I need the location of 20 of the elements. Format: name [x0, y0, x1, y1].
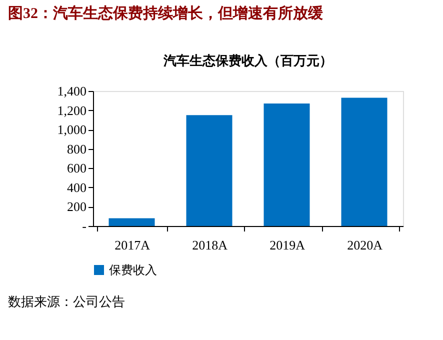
y-tick-label: -	[82, 218, 86, 234]
bar	[108, 218, 155, 226]
chart-title: 图32：汽车生态保费持续增长，但增速有所放缓	[8, 4, 324, 22]
bar	[341, 98, 388, 226]
x-tick-label: 2020A	[347, 238, 384, 252]
bar	[186, 115, 232, 226]
legend-label: 保费收入	[109, 263, 157, 277]
x-tick-label: 2018A	[192, 238, 228, 252]
x-tick-label: 2019A	[270, 238, 306, 252]
y-tick-label: 200	[67, 199, 86, 214]
y-tick-label: 1,000	[57, 122, 86, 138]
y-tick-label: 800	[67, 141, 86, 156]
chart-subtitle: 汽车生态保费收入（百万元）	[162, 53, 332, 68]
bar	[264, 104, 310, 226]
source-note: 数据来源：公司公告	[8, 294, 125, 309]
y-tick-label: 400	[67, 180, 86, 195]
y-tick-label: 1,200	[57, 102, 86, 118]
y-tick-label: 1,400	[57, 84, 86, 98]
x-tick-label: 2017A	[114, 238, 151, 252]
y-tick-label: 600	[67, 160, 86, 176]
